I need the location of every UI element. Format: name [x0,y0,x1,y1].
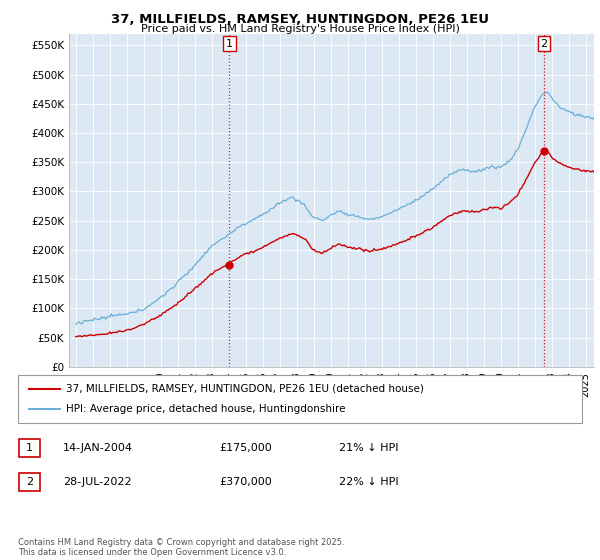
Text: 1: 1 [226,39,233,49]
FancyBboxPatch shape [18,375,582,423]
Text: 2: 2 [26,477,33,487]
FancyBboxPatch shape [19,473,40,491]
Text: 2: 2 [541,39,547,49]
Text: 22% ↓ HPI: 22% ↓ HPI [339,477,398,487]
Text: 21% ↓ HPI: 21% ↓ HPI [339,443,398,453]
Text: Contains HM Land Registry data © Crown copyright and database right 2025.
This d: Contains HM Land Registry data © Crown c… [18,538,344,557]
Text: 37, MILLFIELDS, RAMSEY, HUNTINGDON, PE26 1EU: 37, MILLFIELDS, RAMSEY, HUNTINGDON, PE26… [111,13,489,26]
Text: 14-JAN-2004: 14-JAN-2004 [63,443,133,453]
Text: Price paid vs. HM Land Registry's House Price Index (HPI): Price paid vs. HM Land Registry's House … [140,24,460,34]
Text: 1: 1 [26,443,33,453]
Text: £370,000: £370,000 [219,477,272,487]
Text: 37, MILLFIELDS, RAMSEY, HUNTINGDON, PE26 1EU (detached house): 37, MILLFIELDS, RAMSEY, HUNTINGDON, PE26… [66,384,424,394]
FancyBboxPatch shape [19,439,40,457]
Text: HPI: Average price, detached house, Huntingdonshire: HPI: Average price, detached house, Hunt… [66,404,346,414]
Text: 28-JUL-2022: 28-JUL-2022 [63,477,131,487]
Text: £175,000: £175,000 [219,443,272,453]
